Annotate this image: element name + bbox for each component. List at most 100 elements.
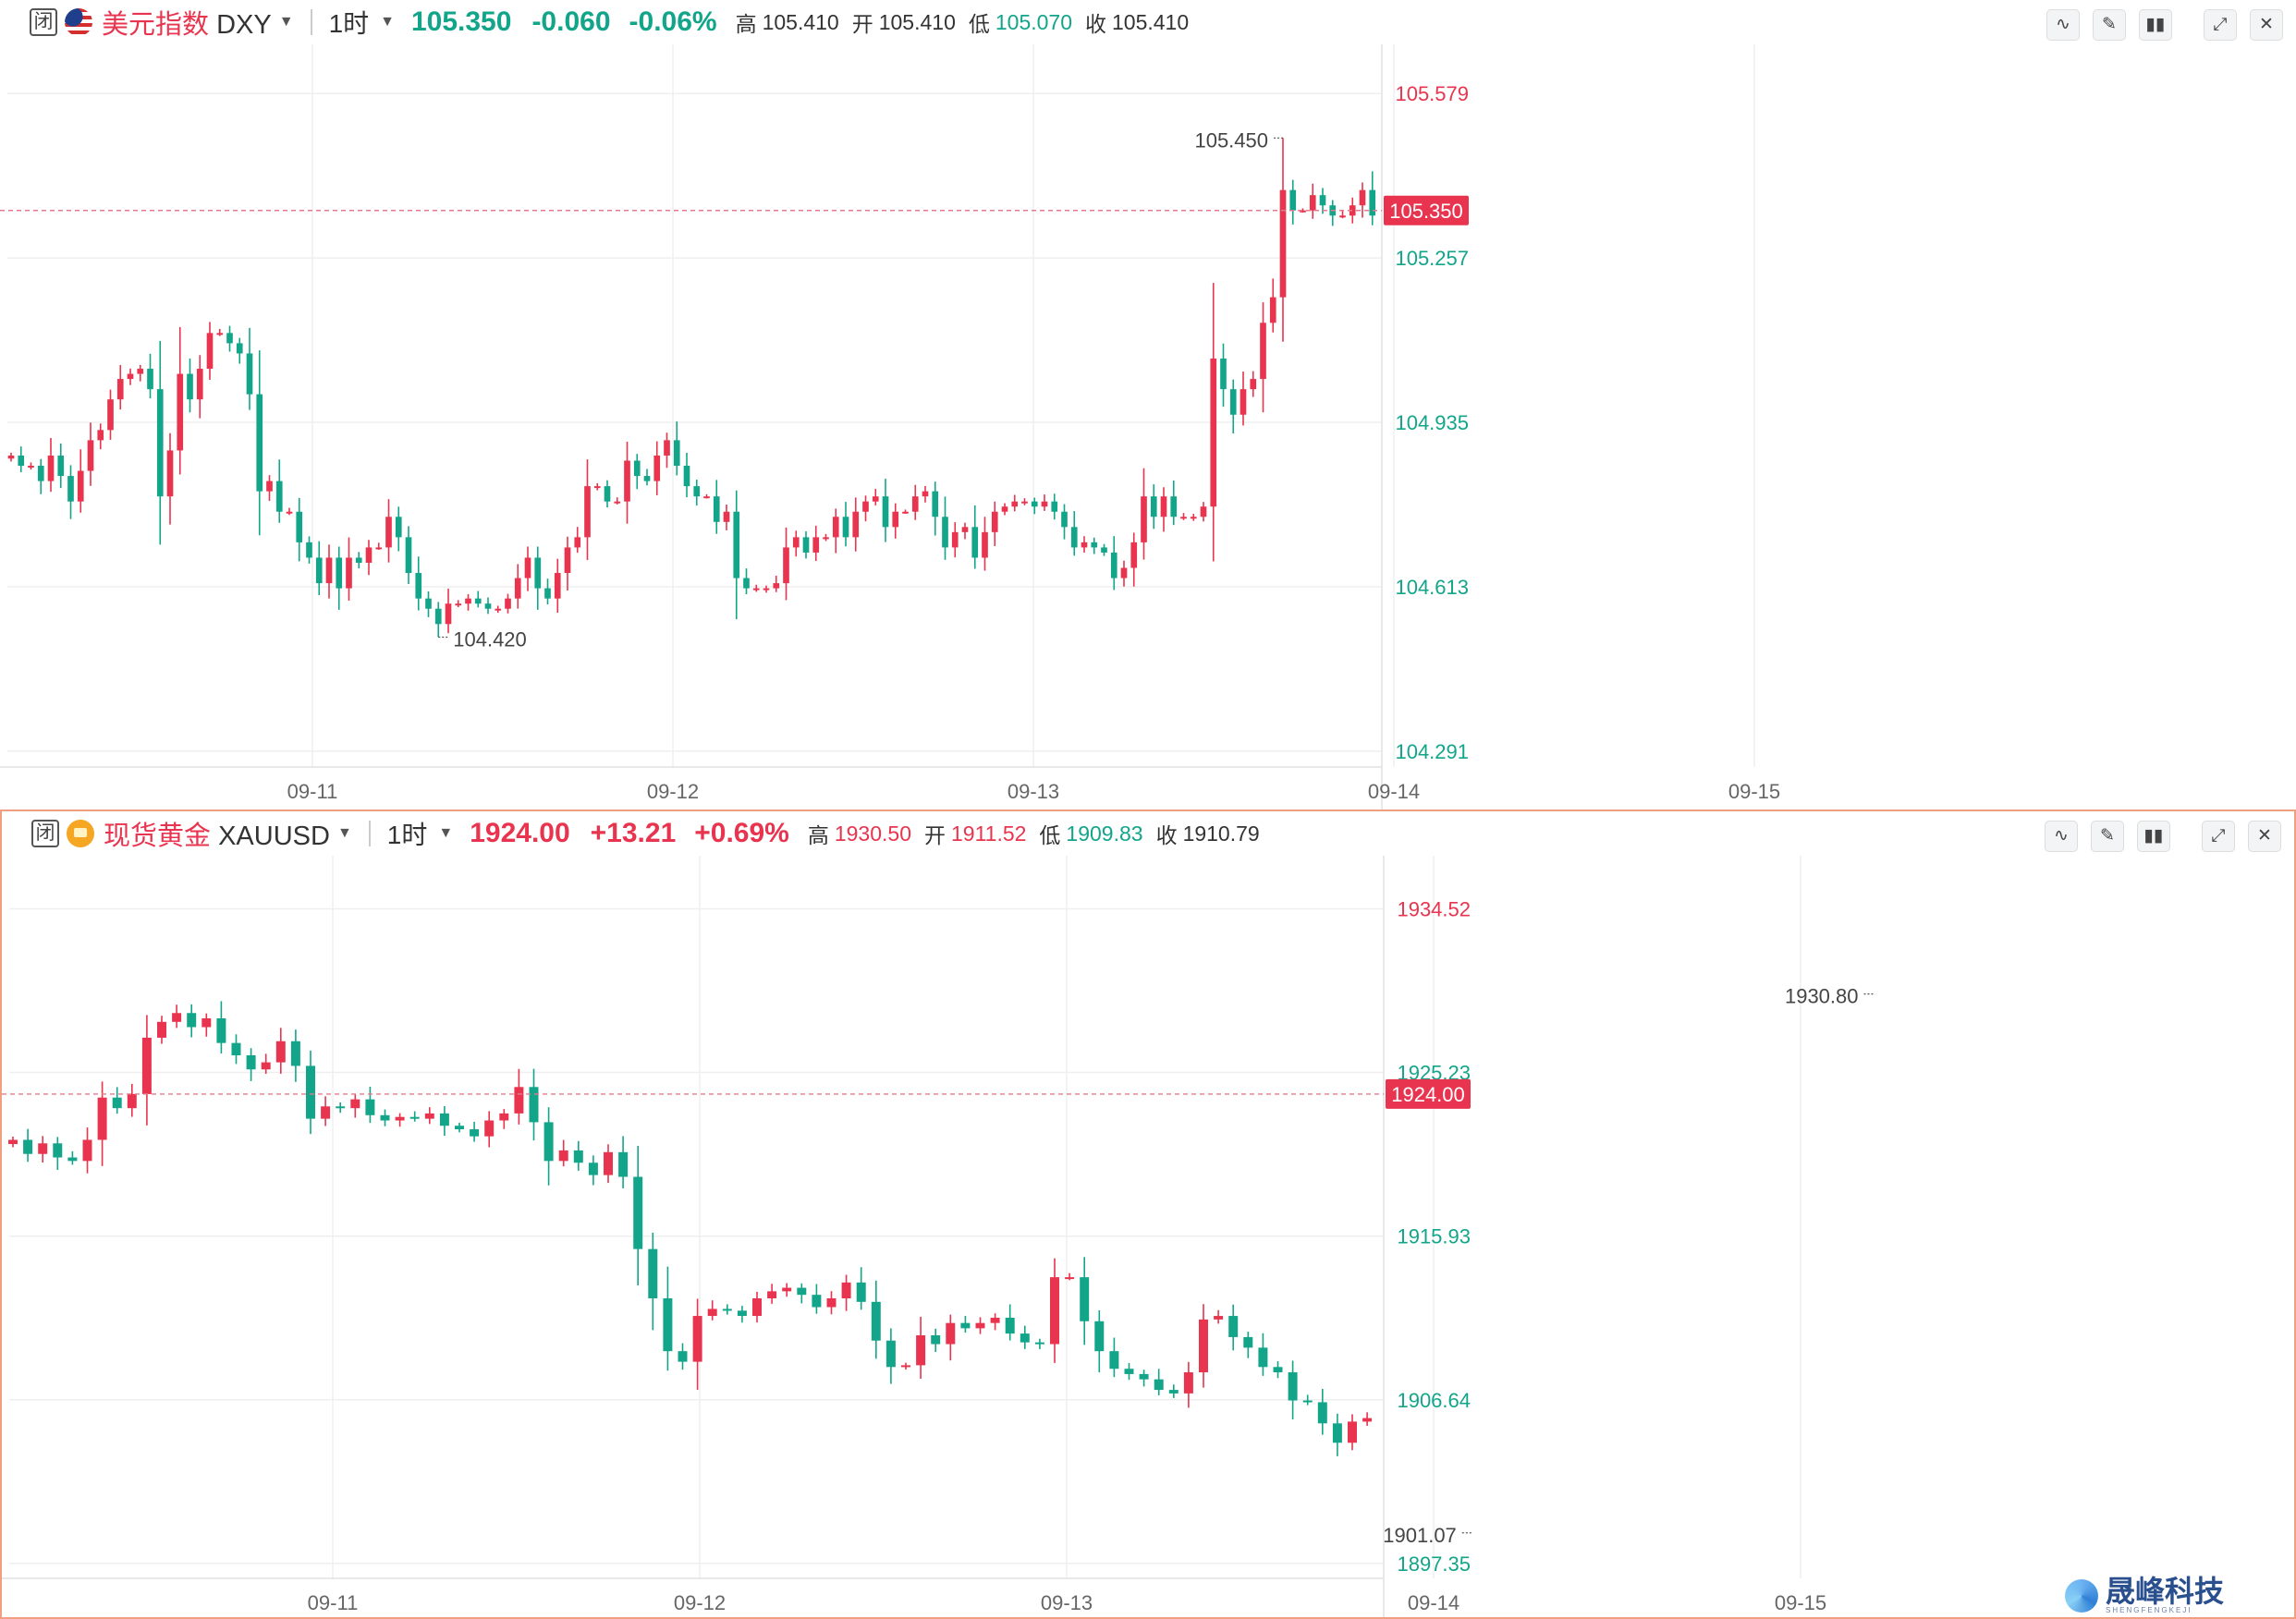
y-tick-label: 105.257: [1395, 247, 1469, 270]
candle-body: [1141, 496, 1147, 542]
timeframe-dropdown-icon[interactable]: ▼: [380, 14, 395, 30]
symbol-dropdown-icon[interactable]: ▼: [278, 14, 294, 30]
candle-body: [554, 573, 561, 599]
price-change: -0.060: [531, 6, 611, 37]
candle-body: [470, 1129, 480, 1137]
xau-header: 闭 现货黄金 XAUUSD ▼ 1时 ▼ 1924.00 +13.21 +0.6…: [2, 811, 2294, 856]
xau-chart[interactable]: 1930.801901.071934.521925.231915.931906.…: [2, 811, 2296, 1619]
candle-body: [355, 557, 362, 563]
close-icon[interactable]: ✕: [2250, 9, 2283, 41]
y-tick-label: 1934.52: [1397, 897, 1471, 920]
expand-icon[interactable]: ⤢: [2204, 9, 2237, 41]
candle-body: [683, 466, 690, 487]
candle-body: [584, 486, 591, 538]
last-price: 1924.00: [470, 818, 570, 848]
candle-body: [783, 547, 789, 584]
candle-body: [932, 491, 939, 517]
candle-body: [1289, 189, 1297, 211]
x-tick-label: 09-11: [308, 1591, 359, 1614]
expand-icon[interactable]: ⤢: [2202, 821, 2235, 852]
low-label: 低: [968, 12, 990, 36]
candle-body: [524, 557, 531, 578]
candle-body: [336, 1106, 346, 1109]
timeframe-selector[interactable]: 1时: [386, 821, 428, 849]
candle-body: [826, 1297, 837, 1308]
candle-body: [127, 373, 134, 380]
y-tick-label: 104.613: [1395, 576, 1469, 599]
candle-body: [7, 455, 15, 459]
candle-body: [752, 588, 760, 590]
timeframe-selector[interactable]: 1时: [328, 9, 370, 38]
divider: [310, 9, 312, 35]
candle-body: [1011, 501, 1019, 507]
y-tick-label: 1897.35: [1397, 1552, 1471, 1576]
symbol-dropdown-icon[interactable]: ▼: [336, 825, 352, 841]
candle-body: [424, 1113, 434, 1119]
price-change-pct: -0.06%: [629, 6, 717, 37]
candle-body: [28, 466, 34, 469]
candle-body: [1001, 506, 1008, 512]
y-tick-label: 1906.64: [1397, 1389, 1471, 1412]
candle-body: [375, 547, 383, 550]
candle-body: [1288, 1372, 1298, 1401]
candle-body: [916, 1335, 926, 1366]
candle-body: [1091, 542, 1098, 548]
candle-body: [256, 394, 263, 492]
us-flag-icon: [65, 8, 92, 36]
candle-body: [1168, 1390, 1179, 1394]
x-tick-label: 09-15: [1728, 780, 1780, 803]
candle-body: [1170, 496, 1178, 517]
candle-body: [942, 517, 948, 548]
candle-body: [455, 603, 462, 606]
candle-body: [1300, 210, 1306, 213]
candle-body: [385, 517, 392, 548]
close-label: 收: [1155, 823, 1178, 847]
candle-body: [633, 1176, 643, 1249]
pencil-icon[interactable]: ✎: [2091, 821, 2124, 852]
candle-body: [529, 1087, 539, 1123]
candle-body: [678, 1351, 688, 1362]
candle-body: [733, 511, 740, 578]
xau-symbol[interactable]: 现货黄金 XAUUSD: [104, 822, 330, 851]
candle-body: [901, 1365, 910, 1368]
candle-body: [1260, 323, 1266, 380]
y-tick-label: 105.579: [1395, 82, 1469, 105]
candle-body: [693, 486, 701, 497]
candle-body: [841, 1282, 851, 1298]
candle-body: [614, 501, 621, 504]
dxy-symbol[interactable]: 美元指数 DXY: [102, 10, 272, 40]
candle-body: [1120, 567, 1128, 578]
candle-body: [624, 460, 630, 502]
candle-body: [792, 537, 800, 548]
candle-body: [1349, 205, 1356, 216]
low-annotation: 104.420: [453, 627, 527, 651]
candle-body: [1229, 389, 1237, 415]
line-tool-icon[interactable]: ∿: [2046, 9, 2080, 41]
candles-icon[interactable]: ▮▮: [2139, 9, 2172, 41]
candle-body: [296, 511, 303, 542]
candle-body: [892, 511, 899, 528]
timeframe-dropdown-icon[interactable]: ▼: [438, 825, 454, 841]
x-tick-label: 09-15: [1775, 1591, 1826, 1614]
candle-body: [812, 537, 820, 553]
candle-body: [692, 1316, 702, 1362]
candle-body: [737, 1310, 747, 1317]
candle-body: [763, 588, 770, 590]
candle-body: [1021, 501, 1028, 504]
dxy-chart[interactable]: 105.450 104.420 105.579 105.257 104.935 104.6…: [0, 0, 2296, 810]
candle-body: [1139, 1373, 1149, 1380]
candles-icon[interactable]: ▮▮: [2137, 821, 2170, 852]
candle-body: [902, 511, 909, 514]
pencil-icon[interactable]: ✎: [2093, 9, 2126, 41]
candle-body: [82, 1139, 92, 1162]
candle-body: [409, 1116, 420, 1119]
candle-body: [1070, 527, 1078, 548]
candle-body: [1110, 552, 1117, 578]
candle-body: [1243, 1336, 1253, 1348]
candle-body: [823, 537, 829, 540]
line-tool-icon[interactable]: ∿: [2045, 821, 2078, 852]
x-tick-label: 09-12: [647, 780, 699, 803]
candle-body: [166, 450, 174, 497]
candle-body: [474, 598, 482, 604]
close-icon[interactable]: ✕: [2248, 821, 2281, 852]
